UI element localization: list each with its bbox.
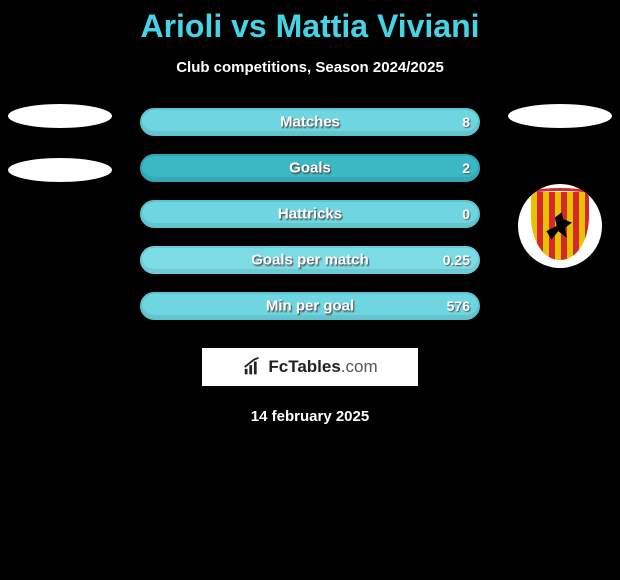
- stat-row-goals: Goals 2: [0, 150, 620, 186]
- stat-value-right: 576: [447, 298, 470, 314]
- stat-value-right: 0: [462, 206, 470, 222]
- stat-label: Min per goal: [266, 298, 354, 315]
- stat-value-right: 2: [462, 160, 470, 176]
- stat-label: Hattricks: [278, 206, 342, 223]
- branding-box[interactable]: FcTables.com: [202, 348, 418, 386]
- date-label: 14 february 2025: [0, 408, 620, 425]
- comparison-panel: Matches 8 Goals 2 Hattricks 0 Goals per …: [0, 104, 620, 324]
- stat-label: Matches: [280, 114, 340, 131]
- stat-row-goals-per-match: Goals per match 0.25: [0, 242, 620, 278]
- stat-label: Goals per match: [251, 252, 369, 269]
- brand-text: FcTables.com: [268, 357, 377, 377]
- page-title: Arioli vs Mattia Viviani: [0, 0, 620, 45]
- stat-label: Goals: [289, 160, 331, 177]
- stat-row-hattricks: Hattricks 0: [0, 196, 620, 232]
- stat-value-right: 8: [462, 114, 470, 130]
- stat-row-min-per-goal: Min per goal 576: [0, 288, 620, 324]
- chart-icon: [242, 356, 264, 378]
- brand-text-light: .com: [341, 357, 378, 376]
- subtitle: Club competitions, Season 2024/2025: [0, 59, 620, 76]
- stat-value-right: 0.25: [443, 252, 470, 268]
- brand-text-bold: FcTables: [268, 357, 340, 376]
- stat-row-matches: Matches 8: [0, 104, 620, 140]
